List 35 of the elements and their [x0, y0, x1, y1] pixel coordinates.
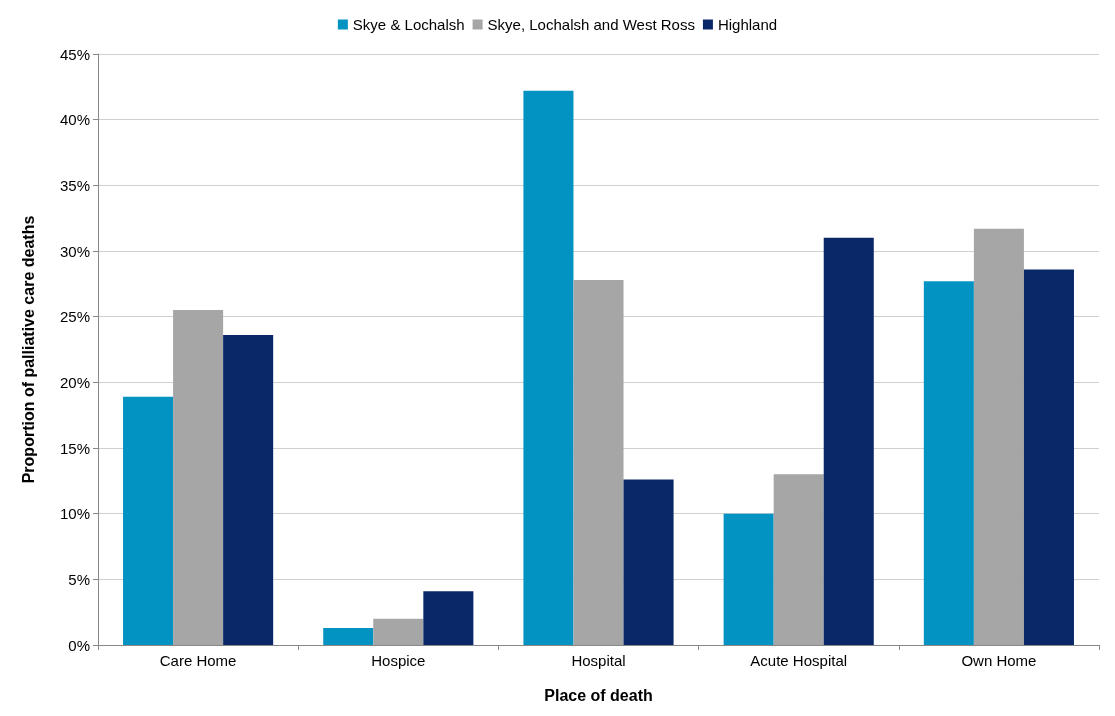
- x-tick-label: Care Home: [159, 652, 237, 669]
- y-tick-label: 15%: [59, 439, 90, 457]
- y-tick-label: 35%: [59, 176, 90, 194]
- x-tick-label: Acute Hospital: [750, 652, 848, 669]
- x-axis-title: Place of death: [544, 686, 653, 704]
- bar: [323, 627, 374, 645]
- bar: [823, 237, 874, 645]
- bar: [123, 396, 174, 645]
- legend-label: Skye & Lochalsh: [352, 16, 465, 33]
- legend-label: Highland: [717, 16, 778, 33]
- y-tick-label: 5%: [68, 570, 90, 588]
- bar: [573, 279, 624, 645]
- y-tick-label: 20%: [59, 373, 90, 391]
- y-tick-label: 40%: [59, 111, 90, 129]
- x-tick-label: Hospital: [571, 652, 626, 669]
- y-axis-title: Proportion of palliative care deaths: [19, 215, 37, 484]
- y-tick-label: 10%: [59, 505, 90, 523]
- y-tick-label: 0%: [68, 636, 90, 654]
- bar: [623, 479, 674, 645]
- bar: [373, 618, 424, 645]
- bar: [423, 591, 474, 645]
- legend-label: Skye, Lochalsh and West Ross: [487, 16, 695, 33]
- x-tick-label: Hospice: [371, 652, 426, 669]
- bar: [723, 513, 774, 645]
- y-tick-label: 30%: [59, 242, 90, 260]
- bar: [973, 228, 1024, 645]
- y-tick-label: 45%: [59, 45, 90, 63]
- x-tick-label: Own Home: [961, 652, 1037, 669]
- bar: [173, 310, 224, 645]
- bar: [223, 335, 274, 645]
- bar: [1023, 269, 1074, 645]
- bar: [773, 474, 824, 645]
- bar: [923, 281, 974, 645]
- bar: [523, 90, 574, 645]
- y-tick-label: 25%: [59, 308, 90, 326]
